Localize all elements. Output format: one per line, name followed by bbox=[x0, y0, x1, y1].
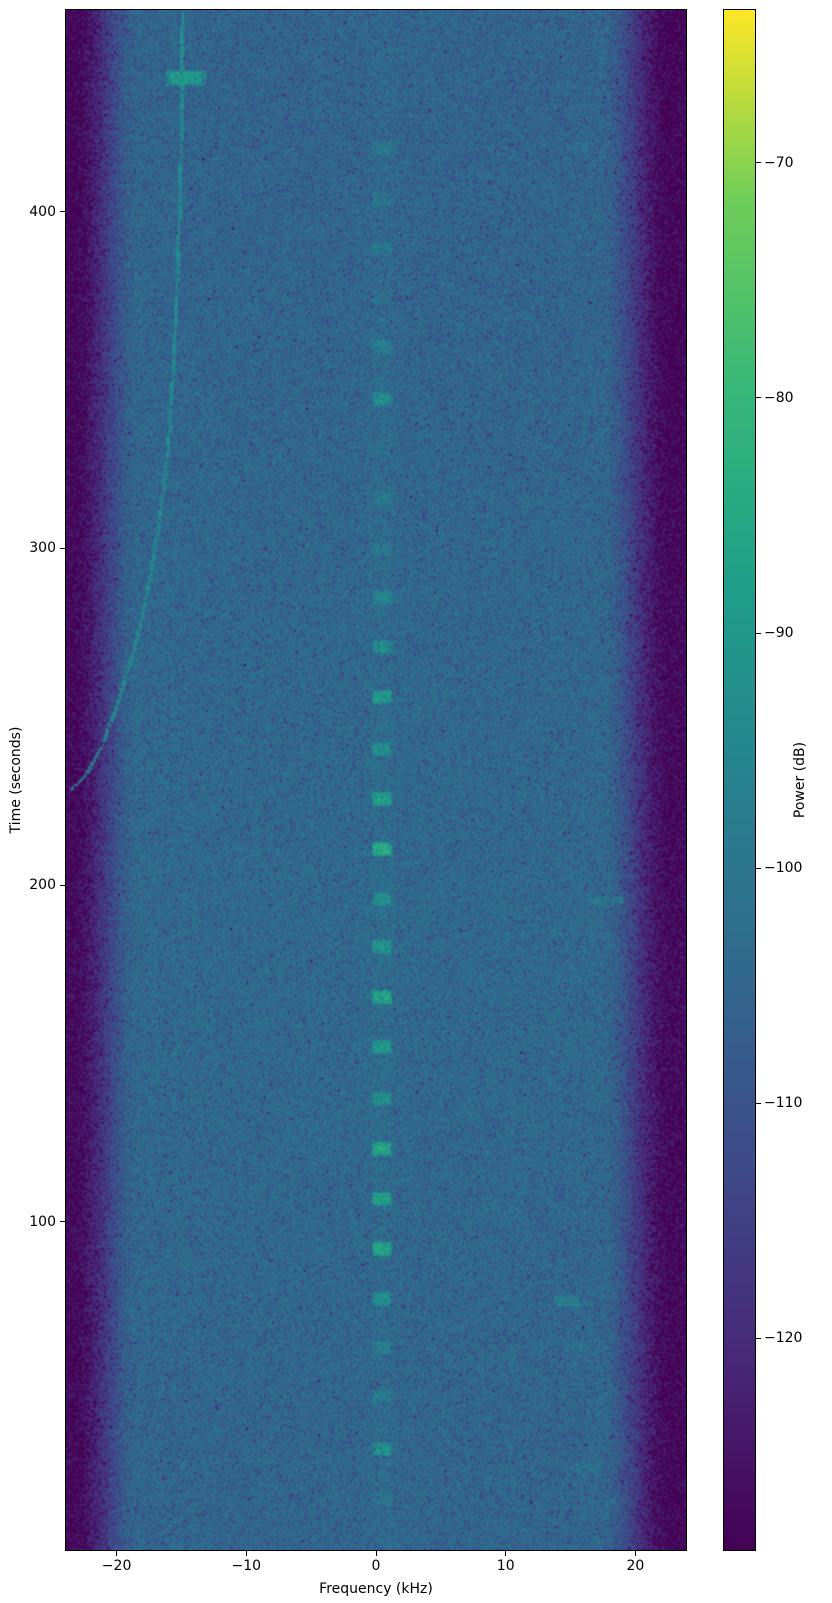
x-axis-label: Frequency (kHz) bbox=[319, 1581, 433, 1597]
colorbar-tick-label: −110 bbox=[764, 1096, 802, 1110]
y-tick-mark bbox=[60, 1221, 65, 1222]
x-tick-label: 20 bbox=[626, 1559, 644, 1573]
spectrogram-image bbox=[66, 10, 686, 1550]
x-tick-label: 10 bbox=[497, 1559, 515, 1573]
figure: Frequency (kHz) Time (seconds) Power (dB… bbox=[0, 0, 832, 1603]
colorbar-tick-mark bbox=[756, 868, 761, 869]
x-tick-label: −20 bbox=[102, 1559, 132, 1573]
colorbar-tick-mark bbox=[756, 162, 761, 163]
colorbar-tick-mark bbox=[756, 397, 761, 398]
x-tick-mark bbox=[505, 1551, 506, 1556]
x-tick-mark bbox=[376, 1551, 377, 1556]
y-tick-mark bbox=[60, 885, 65, 886]
colorbar-tick-mark bbox=[756, 1103, 761, 1104]
colorbar-tick-label: −80 bbox=[764, 391, 794, 405]
y-tick-label: 400 bbox=[29, 205, 56, 219]
x-tick-mark bbox=[635, 1551, 636, 1556]
y-tick-mark bbox=[60, 548, 65, 549]
colorbar-label: Power (dB) bbox=[791, 720, 809, 840]
y-tick-mark bbox=[60, 211, 65, 212]
colorbar-tick-label: −70 bbox=[764, 156, 794, 170]
colorbar-tick-mark bbox=[756, 633, 761, 634]
y-tick-label: 300 bbox=[29, 541, 56, 555]
colorbar-frame bbox=[723, 9, 756, 1551]
y-axis-label: Time (seconds) bbox=[7, 700, 25, 860]
colorbar-tick-label: −90 bbox=[764, 626, 794, 640]
colorbar-tick-mark bbox=[756, 1338, 761, 1339]
y-tick-label: 200 bbox=[29, 878, 56, 892]
y-tick-label: 100 bbox=[29, 1215, 56, 1229]
x-tick-label: 0 bbox=[372, 1559, 381, 1573]
x-tick-label: −10 bbox=[232, 1559, 262, 1573]
colorbar-tick-label: −120 bbox=[764, 1331, 802, 1345]
x-tick-mark bbox=[246, 1551, 247, 1556]
x-tick-mark bbox=[116, 1551, 117, 1556]
colorbar-tick-label: −100 bbox=[764, 861, 802, 875]
